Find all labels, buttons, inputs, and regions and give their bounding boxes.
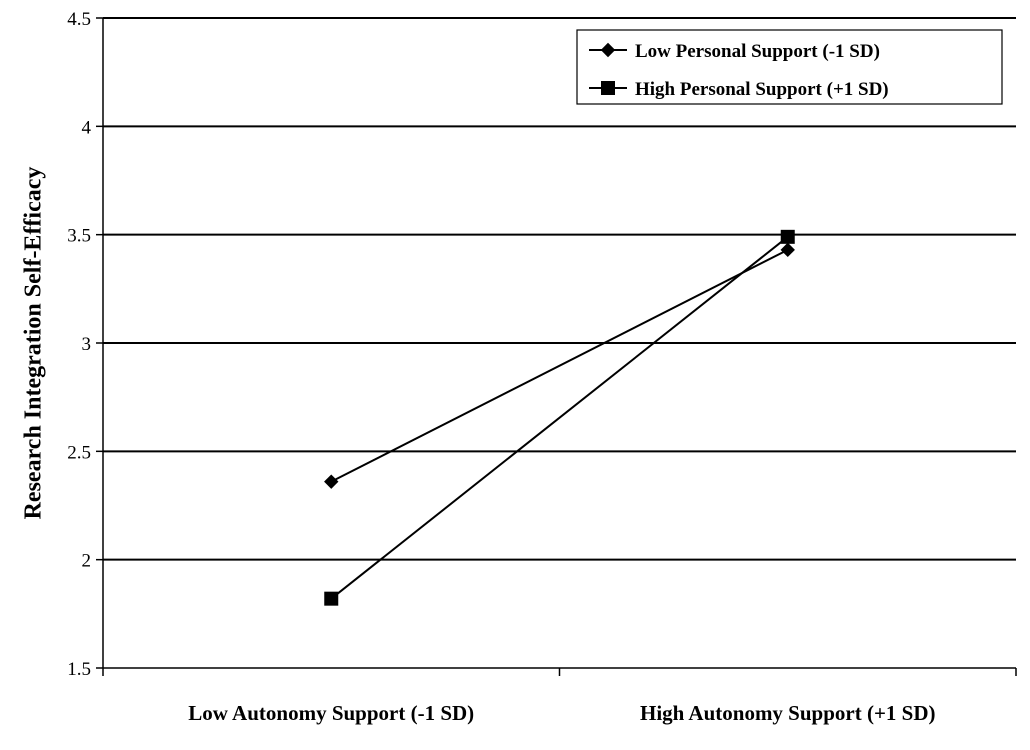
y-tick-label: 2.5 xyxy=(67,442,91,463)
diamond-marker xyxy=(600,42,616,58)
y-tick-label: 4.5 xyxy=(67,9,91,30)
square-marker xyxy=(780,229,795,244)
x-category-label: Low Autonomy Support (-1 SD) xyxy=(188,701,474,725)
diamond-marker xyxy=(324,474,339,489)
series-line xyxy=(330,236,789,600)
y-tick-label: 3.5 xyxy=(67,226,91,247)
legend-entry: Low Personal Support (-1 SD) xyxy=(635,41,880,62)
y-tick-label: 1.5 xyxy=(67,659,91,680)
square-marker xyxy=(324,591,339,606)
series-diamond xyxy=(324,242,795,489)
square-marker xyxy=(601,81,615,95)
axes xyxy=(96,17,1017,676)
diamond-marker xyxy=(780,242,795,258)
y-axis-title: Research Integration Self-Efficacy xyxy=(20,167,46,520)
legend-box xyxy=(576,29,1003,105)
axis-labels: Research Integration Self-Efficacy 1.5 2 2… xyxy=(20,9,935,725)
y-tick-label: 2 xyxy=(82,551,92,572)
legend: Low Personal Support (-1 SD) High Persona… xyxy=(576,29,1003,105)
x-category-label: High Autonomy Support (+1 SD) xyxy=(640,701,936,725)
series-lines xyxy=(324,229,795,606)
gridlines xyxy=(103,17,1016,561)
y-tick-label: 4 xyxy=(82,117,92,138)
legend-entry: High Personal Support (+1 SD) xyxy=(635,79,889,100)
y-tick-label: 3 xyxy=(82,334,92,355)
series-square xyxy=(324,229,795,606)
series-line xyxy=(330,248,789,483)
